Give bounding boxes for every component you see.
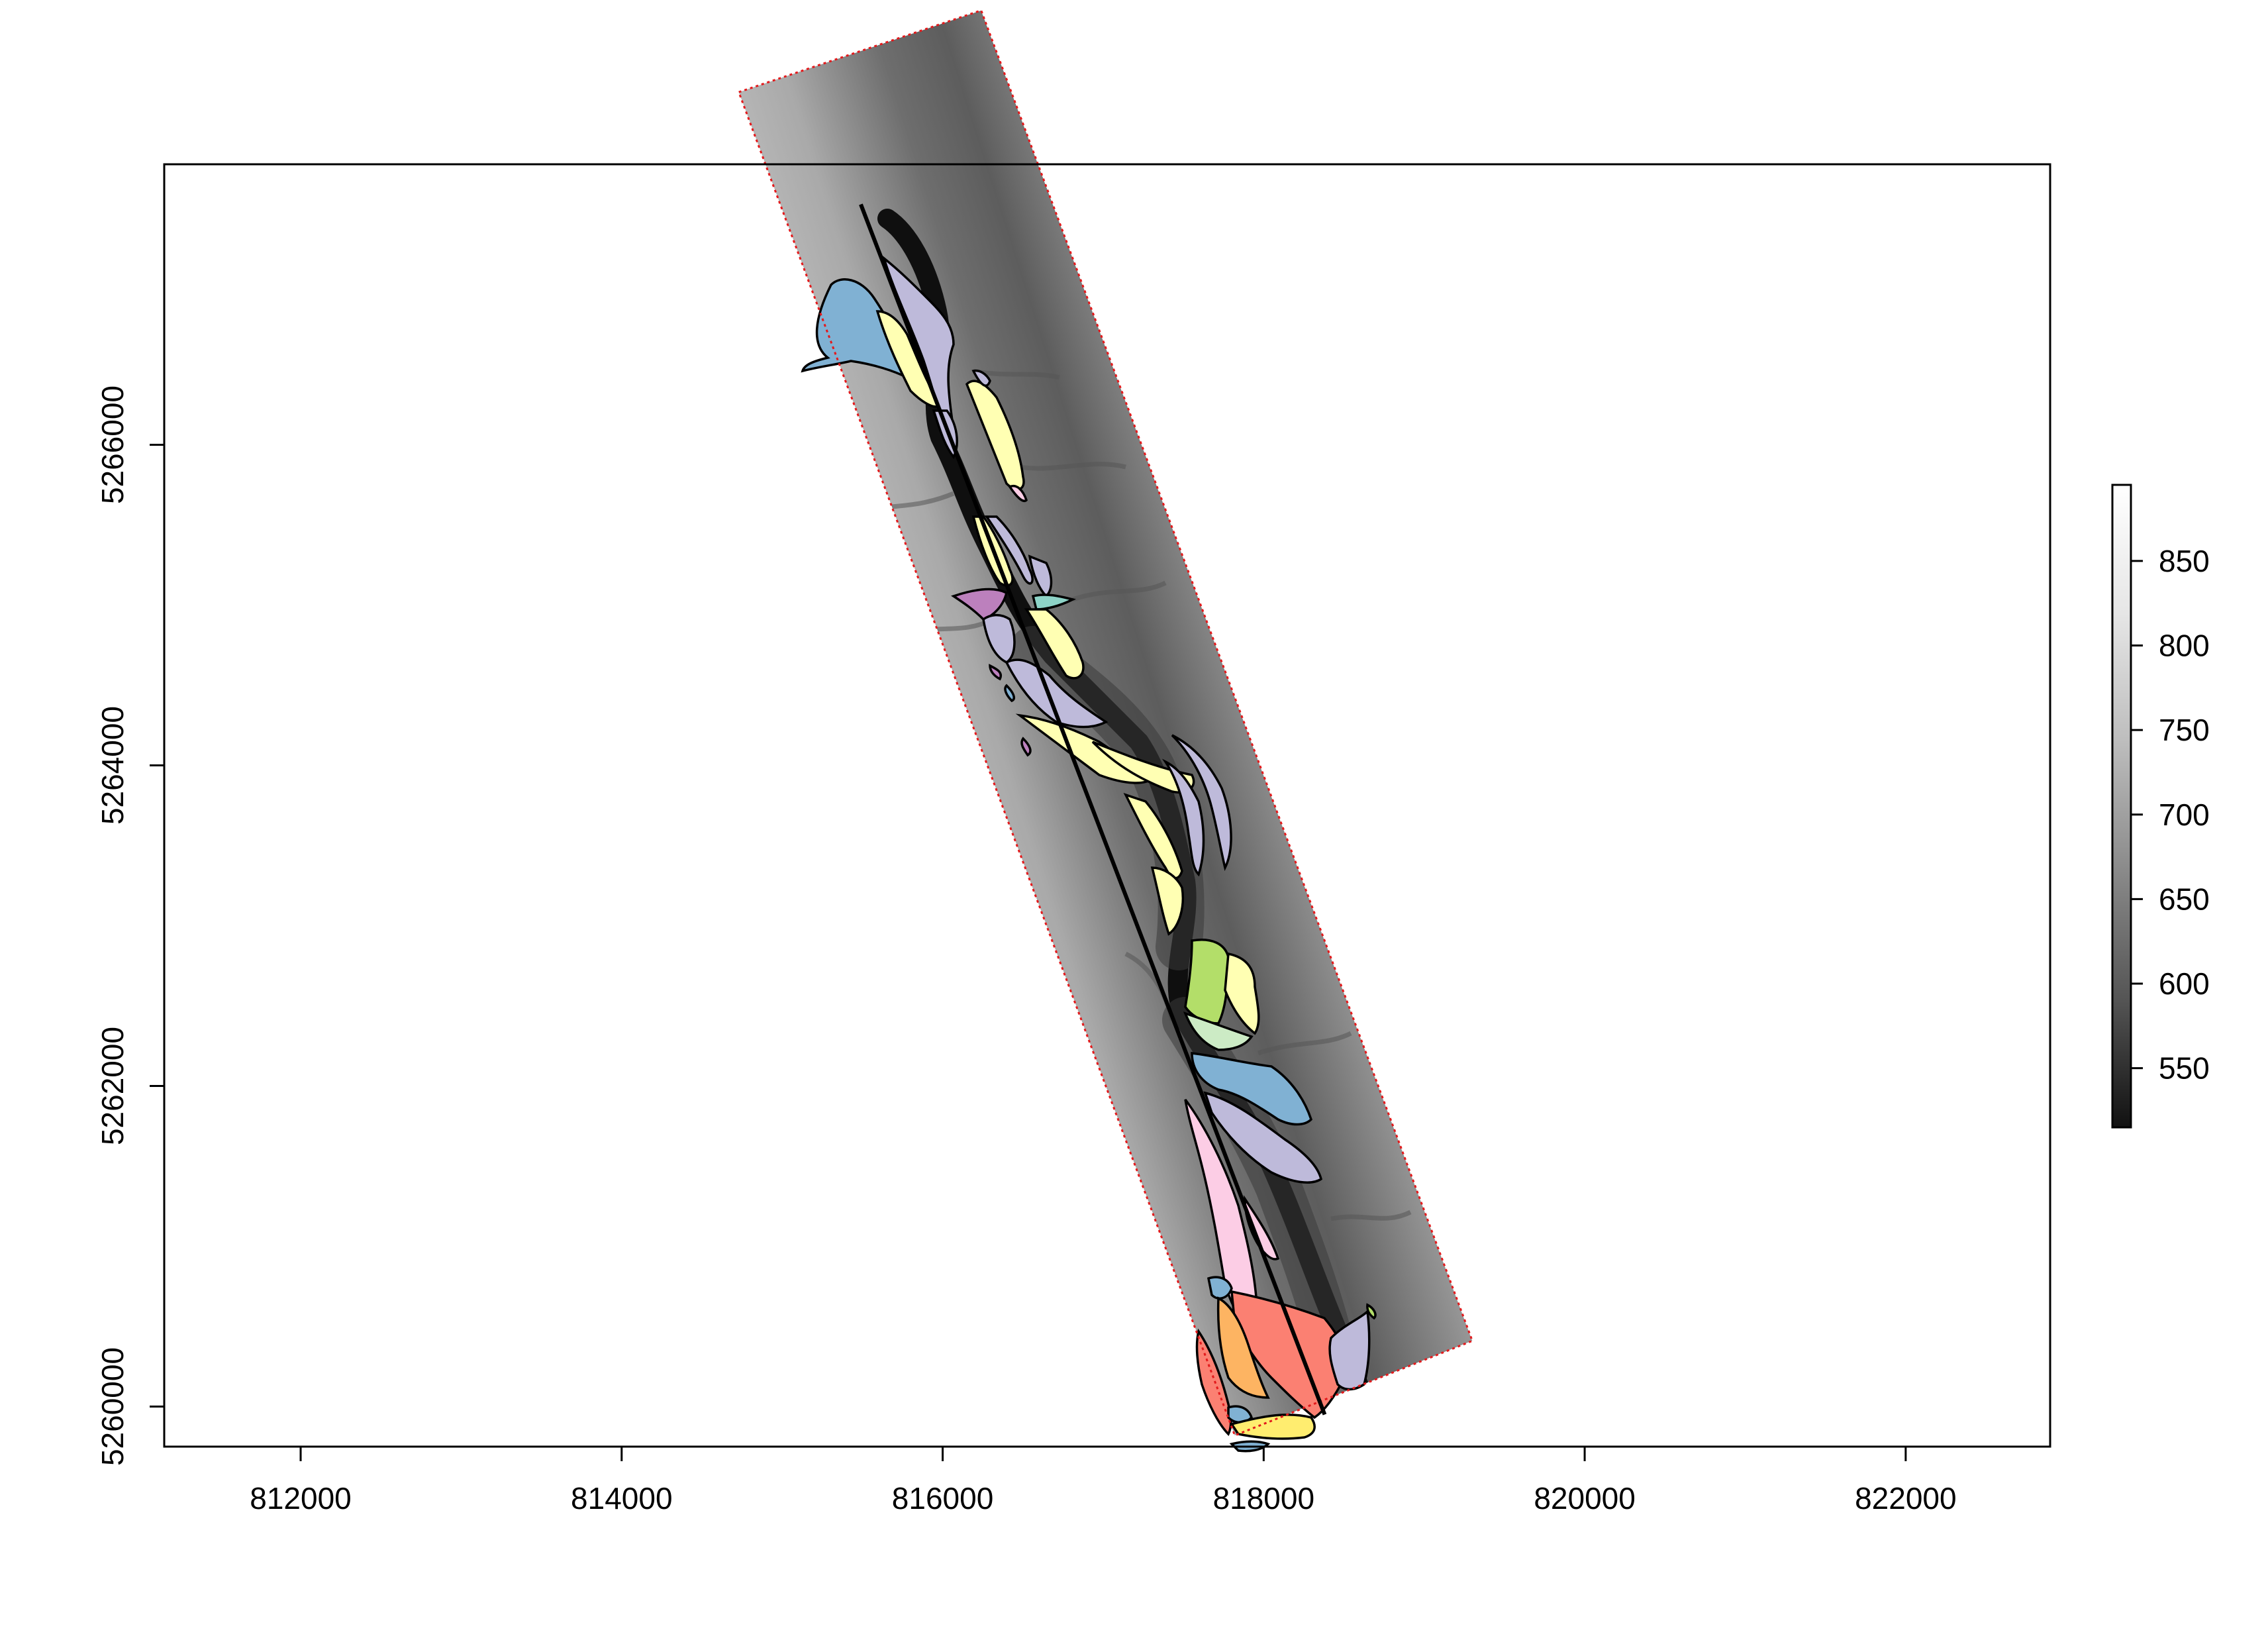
x-tick-label: 816000	[892, 1481, 994, 1516]
polygon-lavender	[1171, 734, 1232, 872]
polygon-lavender	[1203, 1091, 1322, 1184]
x-tick-label: 820000	[1534, 1481, 1636, 1516]
polygon-mint	[1183, 1011, 1254, 1051]
polygon-lavender	[1328, 1309, 1371, 1391]
polygon-lavender	[971, 369, 991, 387]
colorbar-tick-label: 600	[2159, 966, 2210, 1001]
colorbar-tick-label: 550	[2159, 1051, 2210, 1086]
colorbar-gradient	[2111, 484, 2132, 1129]
y-tick-label: 5264000	[95, 706, 130, 825]
y-tick-label: 5260000	[95, 1347, 130, 1466]
polygon-magenta	[951, 588, 1009, 621]
polygon-gold	[1230, 1414, 1316, 1440]
polygon-blue	[1191, 1052, 1313, 1126]
polygon-magenta	[989, 664, 1002, 681]
polygon-yellow	[1224, 952, 1260, 1035]
colorbar-tick-label: 850	[2159, 544, 2210, 578]
drainage-channel	[1330, 1209, 1412, 1221]
polygon-yellow	[1024, 608, 1085, 680]
drainage-channel	[1257, 1031, 1352, 1056]
polygon-orange	[1216, 1296, 1270, 1399]
y-tick-label: 5262000	[95, 1027, 130, 1145]
valley-profile-line	[859, 203, 1327, 1415]
colorbar-tick-label: 650	[2159, 882, 2210, 916]
polygon-yellow	[1150, 866, 1184, 936]
polygon-pink	[1244, 1195, 1280, 1260]
drainage-channel	[1071, 580, 1167, 602]
polygon-pink	[1008, 485, 1028, 502]
x-tick-label: 812000	[250, 1481, 352, 1516]
polygon-salmon	[1195, 1328, 1232, 1436]
polygon-yellow	[965, 380, 1025, 491]
polygon-lavender	[984, 515, 1034, 585]
polygon-lavender	[982, 613, 1016, 664]
polygon-green	[1184, 939, 1230, 1025]
polygon-blue	[1004, 684, 1015, 703]
polygon-blue	[1207, 1276, 1233, 1300]
elevation-colorbar-legend: 550 600 650 700 750 800 850	[2111, 484, 2210, 1129]
polygon-magenta	[1020, 737, 1032, 757]
colorbar-tick-label: 800	[2159, 629, 2210, 663]
x-tick-label: 818000	[1213, 1481, 1315, 1516]
polygon-lavender	[1161, 758, 1205, 877]
polygon-blue	[1227, 1405, 1254, 1424]
colorbar-ticks: 550 600 650 700 750 800 850	[2131, 544, 2210, 1086]
x-tick-label: 814000	[571, 1481, 673, 1516]
y-tick-label: 5266000	[95, 386, 130, 504]
x-tick-label: 822000	[1855, 1481, 1957, 1516]
polygon-salmon	[1230, 1290, 1348, 1419]
polygon-blue	[801, 278, 909, 380]
x-axis: 812000 814000 816000 818000 820000 822000	[250, 1445, 1957, 1516]
colorbar-tick-label: 750	[2159, 713, 2210, 747]
polygon-green	[1366, 1303, 1377, 1320]
y-axis: 5260000 5262000 5264000 5266000	[95, 386, 164, 1466]
colorbar-tick-label: 700	[2159, 797, 2210, 832]
